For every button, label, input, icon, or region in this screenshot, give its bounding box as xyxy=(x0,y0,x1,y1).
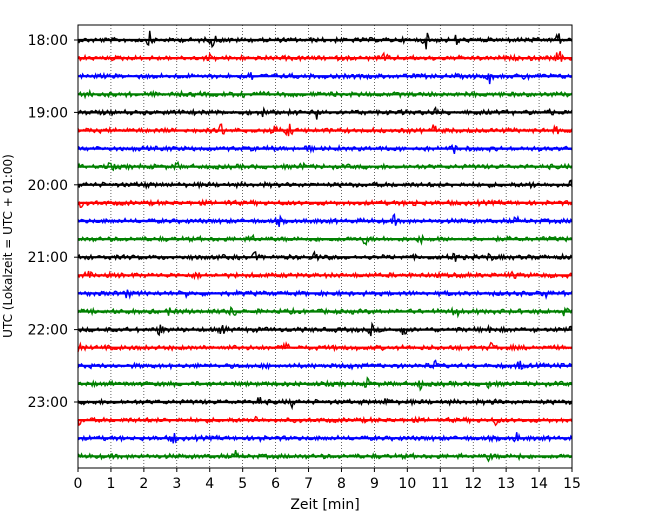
x-tick-label: 9 xyxy=(370,476,379,492)
x-tick-label: 2 xyxy=(139,476,148,492)
y-tick-label: 23:00 xyxy=(28,395,68,411)
trace-line xyxy=(77,449,573,463)
trace-line xyxy=(77,71,573,85)
x-axis-label: Zeit [min] xyxy=(290,497,359,513)
trace-line xyxy=(77,321,573,337)
x-tick-label: 8 xyxy=(337,476,346,492)
x-tick-label: 5 xyxy=(238,476,247,492)
x-tick-label: 4 xyxy=(205,476,214,492)
x-tick-label: 6 xyxy=(271,476,280,492)
y-tick-label: 21:00 xyxy=(28,250,68,266)
plot-frame xyxy=(77,24,573,469)
y-tick-layer: 18:00 19:00 20:00 21:00 22:00 23:00 xyxy=(28,33,78,411)
trace-line xyxy=(77,51,573,63)
x-tick-layer: 0 1 2 3 4 5 6 7 8 9 10 11 12 13 14 15 xyxy=(74,468,581,492)
y-tick-label: 20:00 xyxy=(28,178,68,194)
y-tick-label: 18:00 xyxy=(28,33,68,49)
trace-layer xyxy=(77,30,573,463)
x-tick-label: 1 xyxy=(106,476,115,492)
y-axis-label: UTC (Lokalzeit = UTC + 01:00) xyxy=(1,154,15,338)
x-tick-label: 15 xyxy=(563,476,581,492)
x-tick-label: 14 xyxy=(530,476,548,492)
x-tick-label: 10 xyxy=(398,476,416,492)
x-tick-label: 3 xyxy=(172,476,181,492)
x-tick-label: 7 xyxy=(304,476,313,492)
grid-layer xyxy=(110,25,540,468)
trace-line xyxy=(77,105,573,120)
y-tick-label: 19:00 xyxy=(28,105,68,121)
x-tick-label: 0 xyxy=(74,476,83,492)
x-tick-label: 12 xyxy=(464,476,482,492)
x-tick-label: 11 xyxy=(431,476,449,492)
y-tick-label: 22:00 xyxy=(28,323,68,339)
x-tick-label: 13 xyxy=(497,476,515,492)
